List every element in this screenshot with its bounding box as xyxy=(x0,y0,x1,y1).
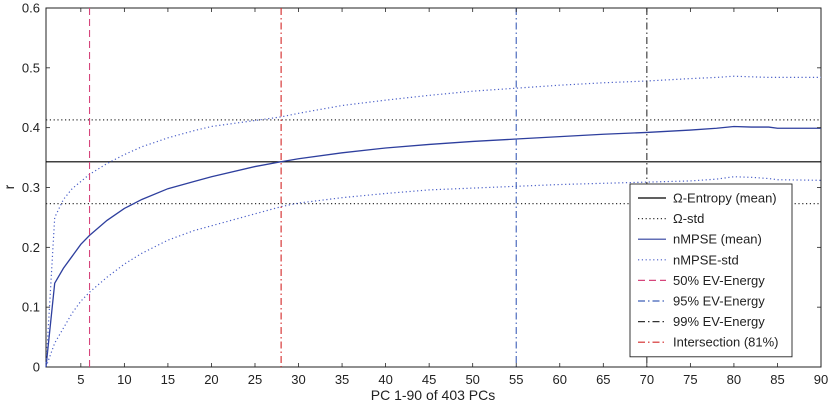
y-tick-label: 0.1 xyxy=(22,300,40,315)
legend: Ω-Entropy (mean) Ω-std nMPSE (mean) nMPSE-s… xyxy=(629,183,793,358)
x-tick-label: 55 xyxy=(509,372,523,387)
x-tick-label: 20 xyxy=(204,372,218,387)
x-tick-label: 50 xyxy=(465,372,479,387)
x-tick-label: 70 xyxy=(640,372,654,387)
legend-label-99-ev-energy: 99% EV-Energy xyxy=(673,314,765,329)
x-tick-label: 5 xyxy=(77,372,84,387)
x-tick-label: 45 xyxy=(422,372,436,387)
x-tick-label: 60 xyxy=(553,372,567,387)
x-tick-label: 75 xyxy=(683,372,697,387)
x-tick-label: 40 xyxy=(378,372,392,387)
y-tick-label: 0.6 xyxy=(22,1,40,16)
series-line-nmpse-mean xyxy=(45,125,821,368)
legend-label-intersection-81: Intersection (81%) xyxy=(673,335,779,350)
y-axis-label: r xyxy=(1,184,17,189)
x-tick-label: 35 xyxy=(335,372,349,387)
legend-label-50-ev-energy: 50% EV-Energy xyxy=(673,273,765,288)
x-tick-label: 90 xyxy=(814,372,828,387)
x-tick-label: 30 xyxy=(291,372,305,387)
x-axis-ticks: 5 10 15 20 25 30 35 40 45 50 55 60 65 70 75 80 85 90 xyxy=(77,8,828,387)
x-tick-label: 25 xyxy=(248,372,262,387)
x-tick-label: 65 xyxy=(596,372,610,387)
y-tick-label: 0.5 xyxy=(22,60,40,75)
x-tick-label: 85 xyxy=(770,372,784,387)
legend-label-nmpse-mean: nMPSE (mean) xyxy=(673,232,762,247)
x-tick-label: 10 xyxy=(117,372,131,387)
y-tick-label: 0.2 xyxy=(22,240,40,255)
y-axis-ticks: 0 0.1 0.2 0.3 0.4 0.5 0.6 xyxy=(22,1,821,375)
y-tick-label: 0.4 xyxy=(22,120,40,135)
legend-label-95-ev-energy: 95% EV-Energy xyxy=(673,294,765,309)
legend-box xyxy=(629,183,793,358)
legend-label-std: Ω-std xyxy=(673,211,704,226)
x-tick-label: 15 xyxy=(161,372,175,387)
legend-label-entropy-mean: Ω-Entropy (mean) xyxy=(673,191,777,206)
x-tick-label: 80 xyxy=(727,372,741,387)
y-tick-label: 0.3 xyxy=(22,180,40,195)
y-tick-label: 0 xyxy=(33,360,40,375)
legend-label-nmpse-std: nMPSE-std xyxy=(673,252,739,267)
x-axis-label: PC 1-90 of 403 PCs xyxy=(371,387,496,403)
